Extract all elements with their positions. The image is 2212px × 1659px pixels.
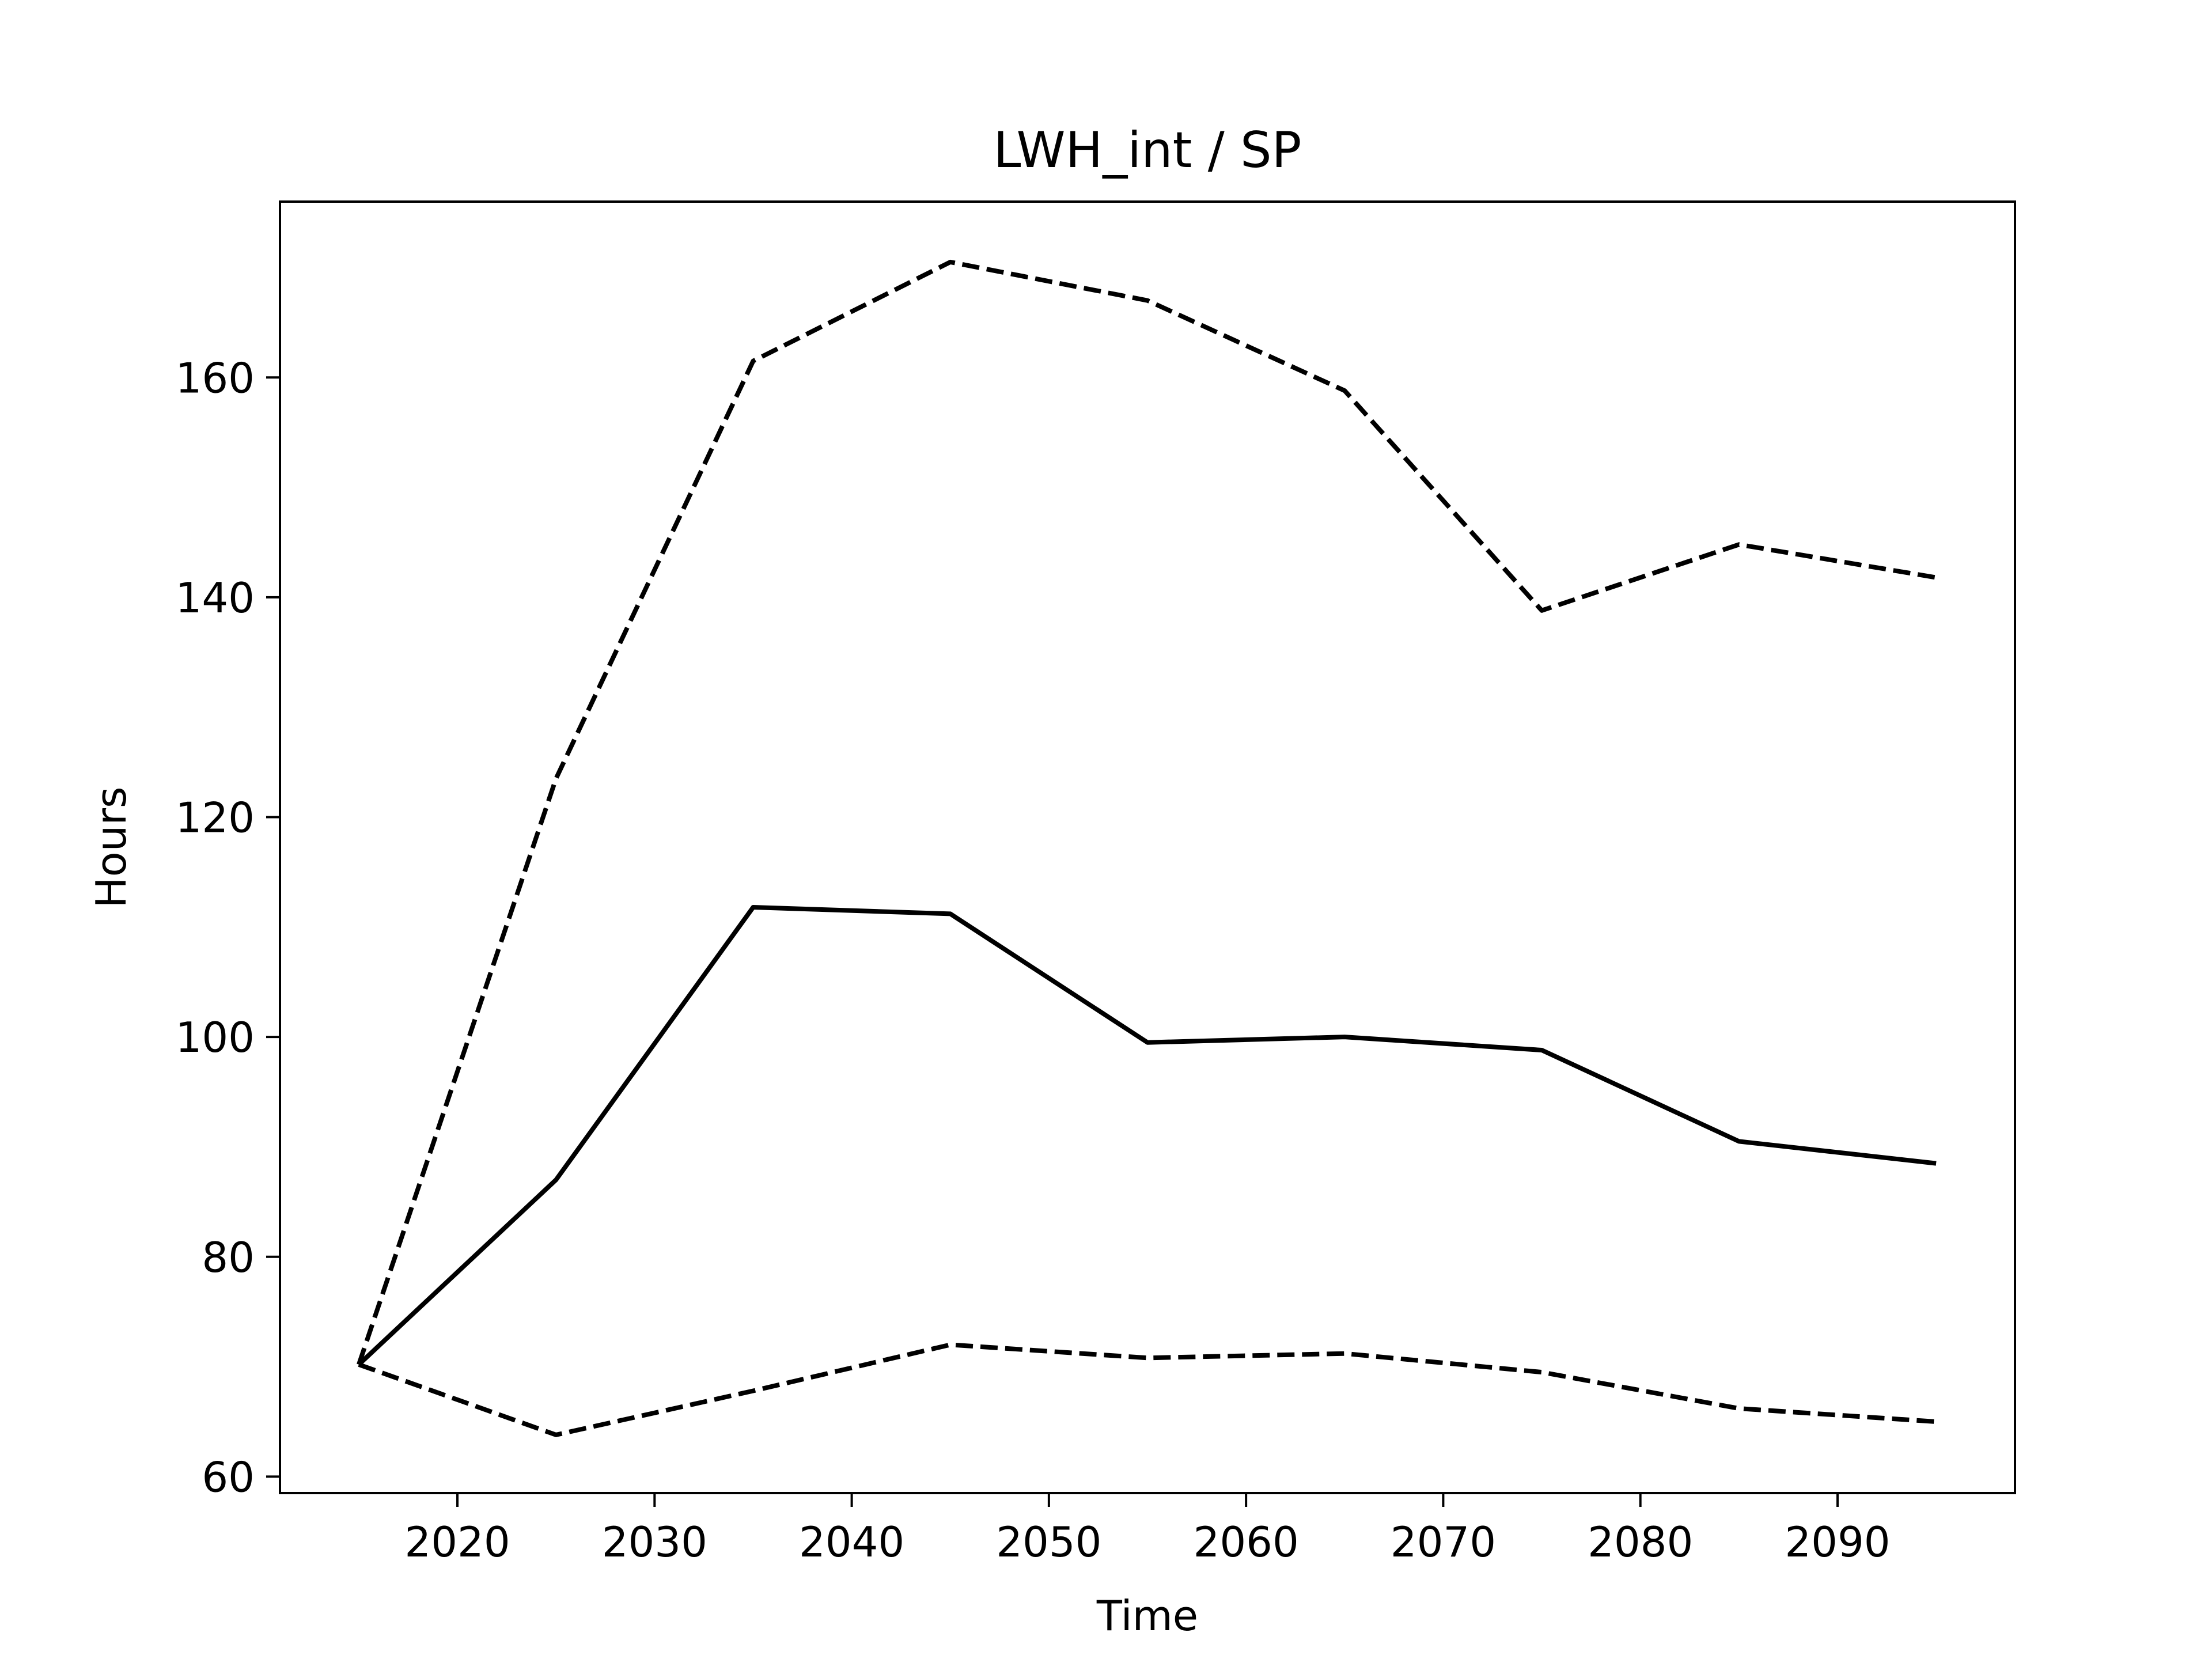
x-tick-label: 2060 xyxy=(1194,1518,1299,1566)
x-axis: 2020 2030 2040 2050 2060 2070 2080 2090 xyxy=(404,1493,1891,1566)
y-tick-label: 80 xyxy=(202,1233,255,1282)
chart-title: LWH_int / SP xyxy=(994,122,1302,179)
y-axis-label: Hours xyxy=(87,787,135,908)
x-tick-label: 2090 xyxy=(1785,1518,1890,1566)
y-tick-label: 100 xyxy=(176,1013,255,1062)
x-tick-label: 2030 xyxy=(602,1518,707,1566)
y-tick-label: 120 xyxy=(176,794,255,842)
dashed-series-line-1 xyxy=(357,259,1937,1366)
y-axis: 60 80 100 120 140 160 xyxy=(176,354,280,1501)
dashed-series-line-2 xyxy=(358,1342,1937,1437)
y-tick-label: 140 xyxy=(176,574,255,622)
x-tick-label: 2020 xyxy=(404,1518,510,1566)
x-tick-label: 2080 xyxy=(1588,1518,1693,1566)
y-tick-label: 60 xyxy=(202,1453,255,1501)
x-tick-label: 2070 xyxy=(1391,1518,1496,1566)
series-layer xyxy=(357,259,1937,1437)
solid-series-line-0 xyxy=(357,905,1937,1366)
x-axis-label: Time xyxy=(1096,1592,1198,1640)
y-tick-label: 160 xyxy=(176,354,255,402)
x-tick-label: 2050 xyxy=(996,1518,1101,1566)
plot-frame xyxy=(279,200,2016,1494)
x-tick-label: 2040 xyxy=(799,1518,904,1566)
